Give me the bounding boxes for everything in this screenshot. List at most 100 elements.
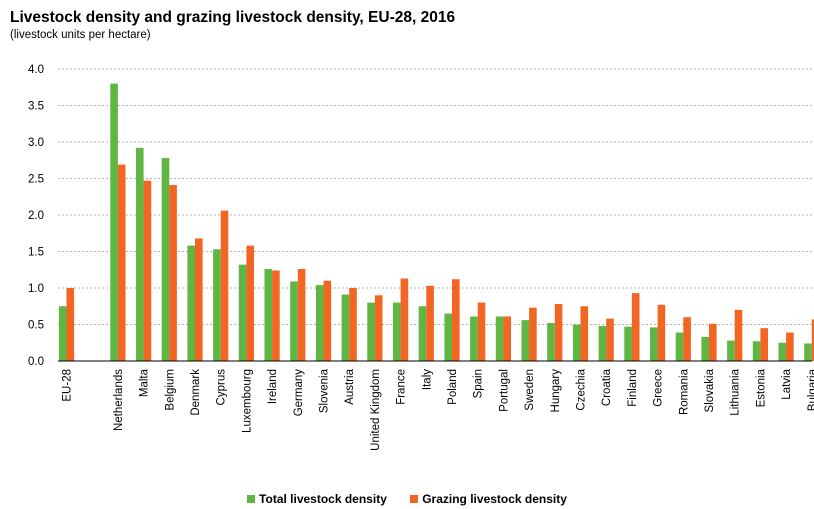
bar-total	[650, 327, 658, 361]
x-tick-label: Finland	[627, 369, 639, 407]
bar-total	[161, 158, 170, 361]
bar-total	[341, 294, 350, 361]
y-tick-label: 0.5	[28, 320, 44, 332]
y-tick-label: 2.0	[28, 210, 44, 222]
x-tick-label: EU-28	[62, 369, 74, 402]
bar-grazing	[272, 270, 280, 361]
legend-item-total: Total livestock density	[247, 492, 387, 506]
bar-total	[290, 281, 298, 361]
x-tick-label: Lithuania	[730, 368, 742, 415]
y-tick-label: 4.0	[28, 64, 44, 76]
y-axis-ticks: 0.0 0.5 1.0 1.5 2.0 2.5 3.0 3.5 4.0	[28, 64, 44, 368]
bar-grazing	[503, 316, 511, 361]
x-tick-label: United Kingdom	[370, 369, 382, 451]
bar-grazing	[683, 317, 691, 361]
bar-total	[238, 264, 247, 361]
bar-total	[470, 316, 478, 361]
bar-total	[315, 285, 324, 361]
bar-grazing	[66, 288, 75, 361]
x-tick-label: Malta	[139, 368, 151, 397]
bar-grazing	[580, 306, 589, 361]
bar-grazing	[400, 278, 409, 361]
bar-total	[495, 316, 504, 361]
bars	[58, 83, 814, 361]
bar-grazing	[117, 164, 126, 361]
x-tick-label: Estonia	[755, 368, 767, 407]
y-tick-label: 1.0	[28, 283, 44, 295]
bar-total	[598, 325, 607, 361]
bar-total	[136, 147, 144, 361]
bar-total	[752, 341, 761, 361]
bar-grazing	[709, 323, 717, 361]
x-tick-label: Croatia	[601, 368, 613, 406]
bar-total	[58, 306, 67, 361]
bar-grazing	[606, 318, 614, 361]
bar-total	[572, 324, 581, 361]
legend-swatch-grazing	[410, 495, 419, 503]
bar-total	[110, 83, 118, 361]
x-tick-label: Austria	[344, 368, 356, 404]
bar-grazing	[426, 285, 434, 361]
legend-item-grazing: Grazing livestock density	[410, 492, 567, 506]
legend-label-grazing: Grazing livestock density	[422, 492, 567, 506]
x-tick-label: Hungary	[550, 369, 562, 413]
bar-grazing	[477, 302, 486, 361]
bar-grazing	[195, 238, 203, 361]
x-tick-label: Greece	[653, 369, 665, 407]
chart-subtitle: (livestock units per hectare)	[10, 29, 151, 41]
bar-total	[727, 340, 735, 361]
x-tick-label: Slovakia	[704, 368, 716, 412]
legend: Total livestock density Grazing livestoc…	[0, 492, 814, 506]
y-tick-label: 0.0	[28, 356, 44, 368]
bar-total	[521, 320, 530, 361]
bar-total	[547, 323, 555, 361]
x-tick-label: Slovenia	[319, 368, 331, 413]
x-tick-label: Sweden	[524, 369, 536, 411]
bar-total	[367, 302, 375, 361]
bar-grazing	[760, 328, 768, 361]
x-tick-label: Belgium	[164, 369, 176, 411]
bar-total	[264, 269, 273, 361]
bar-grazing	[529, 307, 537, 361]
bar-grazing	[657, 304, 666, 361]
legend-swatch-total	[247, 495, 256, 503]
bar-total	[213, 249, 221, 361]
bar-total	[187, 245, 195, 361]
bar-total	[418, 306, 427, 361]
x-tick-label: Spain	[473, 369, 485, 398]
bar-total	[675, 332, 684, 361]
x-tick-label: Cyprus	[216, 369, 228, 406]
bar-grazing	[786, 332, 794, 361]
bar-grazing	[554, 304, 563, 361]
x-tick-label: Portugal	[498, 369, 510, 412]
x-tick-label: Latvia	[781, 368, 793, 399]
bar-grazing	[631, 293, 640, 361]
bar-grazing	[734, 309, 743, 361]
bar-grazing	[297, 269, 306, 361]
bar-grazing	[246, 245, 254, 361]
x-tick-label: Romania	[678, 368, 690, 415]
bar-total	[393, 302, 401, 361]
bar-grazing	[374, 295, 383, 361]
x-tick-label: Netherlands	[113, 369, 125, 431]
x-tick-label: Italy	[421, 369, 433, 390]
bar-total	[444, 313, 452, 361]
x-tick-label: Czechia	[576, 368, 588, 410]
y-tick-label: 2.5	[28, 174, 44, 186]
y-tick-label: 1.5	[28, 247, 44, 259]
x-tick-label: Denmark	[190, 369, 202, 416]
bar-grazing	[349, 288, 357, 361]
bar-total	[778, 342, 787, 361]
bar-total	[804, 343, 812, 361]
bar-grazing	[811, 319, 814, 361]
x-tick-label: France	[396, 369, 408, 405]
y-tick-label: 3.0	[28, 137, 44, 149]
bar-grazing	[452, 279, 460, 361]
x-tick-label: Bulgaria	[807, 368, 814, 411]
x-tick-label: Luxembourg	[241, 369, 253, 433]
chart-title: Livestock density and grazing livestock …	[10, 9, 456, 26]
bar-grazing	[220, 210, 229, 361]
y-tick-label: 3.5	[28, 101, 44, 113]
legend-label-total: Total livestock density	[259, 492, 387, 506]
